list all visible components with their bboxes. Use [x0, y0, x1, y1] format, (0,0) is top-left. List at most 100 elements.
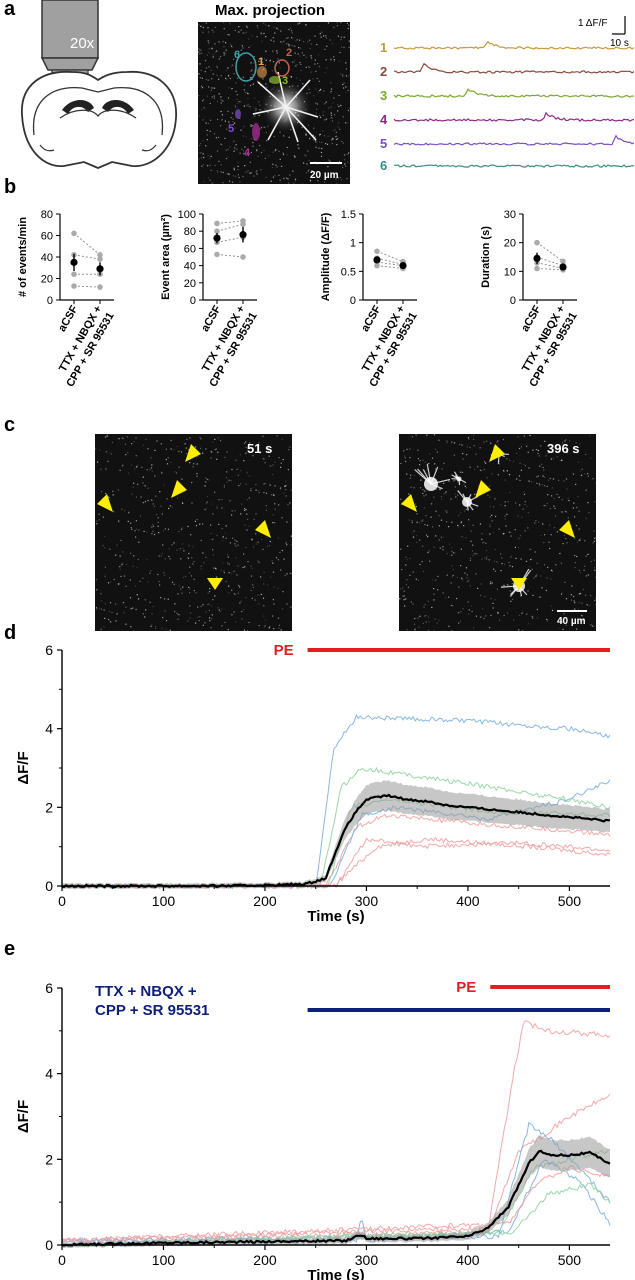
y-tick-label: 0: [45, 1237, 53, 1253]
individual-traces: [61, 1020, 611, 1248]
x-tick-label: 400: [456, 1252, 480, 1268]
axes: 0 2 4 6 0 100 200 300 400 500 Time (s) ΔF/F: [15, 642, 610, 925]
time-label-left: 51 s: [247, 441, 272, 456]
y-tick-label: 0: [47, 295, 53, 307]
y-tick-label: 30: [504, 209, 516, 221]
brain-slice-schematic: 20x: [21, 0, 177, 169]
scale-bar-label: 20 µm: [310, 170, 339, 181]
x-tick-label: 200: [253, 893, 277, 909]
pair-line: [216, 223, 244, 232]
pair-line: [376, 265, 404, 269]
y-tick-label: 6: [45, 980, 53, 996]
mean-point: [373, 256, 381, 264]
panel-letter-b: b: [4, 176, 17, 198]
axes: 0 2 4 6 0 100 200 300 400 500 Time (s) ΔF/F: [15, 980, 610, 1280]
objective-tip: [40, 57, 100, 71]
x-tick-label: 100: [152, 1252, 176, 1268]
x-tick-label: 200: [253, 1252, 277, 1268]
mean-point: [70, 258, 78, 266]
astrocyte-cell: [457, 490, 479, 511]
trace-label-4: 4: [380, 112, 388, 127]
panel-letter-d: d: [4, 622, 17, 644]
pair-line: [536, 262, 564, 269]
pe-label: PE: [274, 642, 294, 659]
trace-1: [393, 40, 634, 50]
roi-4: [252, 123, 260, 141]
x-tick-label: 300: [355, 893, 379, 909]
trace-5: [393, 134, 634, 146]
yellow-arrowhead: [511, 578, 527, 590]
pair-line: [216, 253, 244, 258]
y-tick-label: 0: [350, 295, 356, 307]
y-tick-label: 20: [41, 274, 53, 286]
mean-point: [239, 231, 247, 239]
y-tick-label: 80: [184, 226, 196, 238]
pair-point: [374, 262, 380, 269]
roi-traces: 1 ΔF/F 10 s 1 2 3 4 5 6: [380, 16, 634, 173]
pair-point: [214, 220, 220, 227]
pair-line: [376, 257, 404, 265]
roi-label-6: 6: [234, 49, 240, 61]
y-tick-label: 2: [45, 1151, 53, 1167]
trace-4: [61, 779, 611, 890]
panel-d-chart: 0 2 4 6 0 100 200 300 400 500 Time (s) ΔF/F PE: [15, 642, 611, 925]
x-tick-label: 300: [355, 1252, 379, 1268]
y-axis-label: # of events/min: [17, 217, 29, 297]
pair-point: [214, 228, 220, 234]
y-tick-label: 10: [504, 266, 516, 278]
roi-1: [257, 66, 267, 78]
astrocyte-cell: [451, 471, 467, 486]
trace-6: [61, 1165, 611, 1245]
trace-2: [61, 766, 611, 890]
yellow-arrowhead: [97, 494, 113, 512]
yellow-arrowhead: [171, 480, 187, 498]
mean-point: [213, 234, 221, 242]
trace-3: [393, 88, 634, 98]
drug-cocktail-label-line1: TTX + NBQX +: [95, 983, 197, 1000]
trace-4: [393, 111, 634, 122]
mean-point: [559, 263, 567, 271]
pair-line: [536, 268, 564, 271]
y-tick-label: 100: [178, 209, 196, 221]
pair-point: [71, 230, 77, 237]
time-label-right: 396 s: [547, 441, 580, 456]
trace-label-5: 5: [380, 136, 387, 151]
trace-label-2: 2: [380, 64, 387, 79]
yellow-arrowhead: [489, 444, 505, 462]
y-tick-label: 0: [45, 878, 53, 894]
y-tick-label: 2: [45, 799, 53, 815]
y-tick-label: 4: [45, 1066, 53, 1082]
x-axis-label: Time (s): [307, 1267, 364, 1280]
pair-point: [374, 248, 380, 255]
y-tick-label: 40: [184, 261, 196, 273]
panel-e-chart: 0 2 4 6 0 100 200 300 400 500 Time (s) ΔF/F TTX + NB…: [15, 979, 611, 1280]
mean-point: [96, 265, 104, 273]
y-tick-label: 0: [190, 295, 196, 307]
y-axis-label: Duration (s): [480, 226, 492, 288]
scale-bar-40um-label: 40 µm: [557, 616, 586, 627]
yellow-arrowhead: [255, 520, 271, 538]
mean-point: [399, 262, 407, 270]
y-tick-label: 80: [41, 209, 53, 221]
astrocyte-cell: [414, 463, 451, 491]
mean-trace: [61, 1149, 611, 1247]
pair-point: [214, 251, 220, 258]
pair-line: [536, 256, 564, 267]
yellow-arrowhead: [475, 480, 491, 498]
pair-line: [536, 242, 564, 262]
yellow-arrowhead: [207, 578, 223, 590]
max-projection-image: 1 2 3 4 5 6 20 µm: [198, 22, 350, 184]
trace-scalebar-y-label: 1 ΔF/F: [578, 18, 607, 29]
y-tick-label: 0: [510, 295, 516, 307]
trace-label-6: 6: [380, 158, 387, 173]
pair-line: [73, 285, 101, 288]
roi-2: [274, 59, 290, 77]
pair-line: [216, 236, 244, 243]
astrocyte-processes: [252, 71, 319, 143]
y-axis-label: ΔF/F: [15, 751, 32, 784]
roi-label-5: 5: [228, 123, 234, 135]
y-axis-label: ΔF/F: [15, 1100, 32, 1133]
trace-label-3: 3: [380, 88, 387, 103]
